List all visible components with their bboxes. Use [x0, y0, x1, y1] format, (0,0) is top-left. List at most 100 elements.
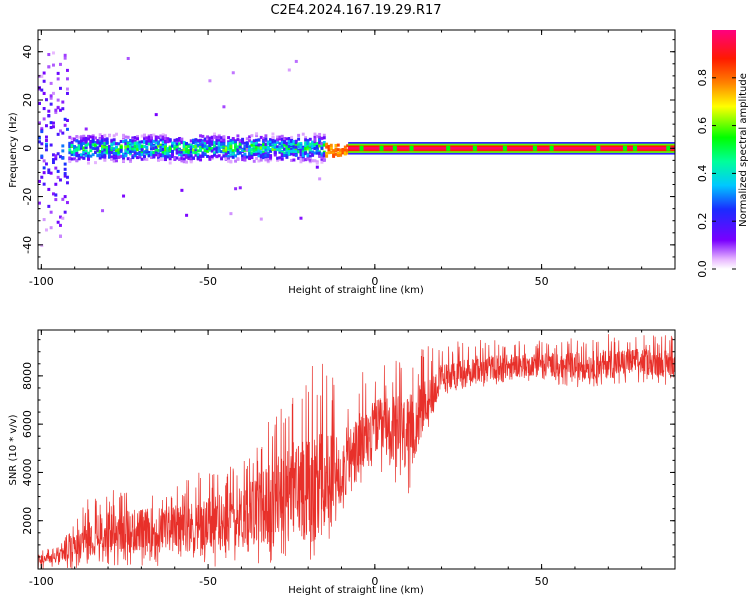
spectrogram-cell — [231, 149, 235, 153]
spectrogram-cell — [215, 148, 219, 152]
spectrogram-cell — [287, 137, 291, 141]
spectrogram-cell — [164, 147, 167, 151]
spectrogram-cell — [343, 145, 347, 149]
spectrogram-cell — [178, 157, 181, 162]
spectrogram-cell — [304, 143, 308, 147]
spectrogram-cell — [171, 141, 174, 145]
spectrogram-cell — [196, 153, 200, 157]
spectrogram-cell — [259, 150, 263, 154]
spectrogram-cell — [182, 151, 186, 155]
spectrogram-cell — [87, 151, 90, 155]
snr-y-tick-label: 2000 — [21, 507, 34, 535]
spectrogram-cell — [40, 243, 44, 248]
spectrogram-cell — [280, 150, 284, 154]
spectrogram-cell — [105, 137, 109, 141]
spectrogram-cell — [150, 147, 153, 151]
spectrogram-cell — [77, 144, 81, 148]
spectrogram-cell — [201, 140, 205, 144]
spectrogram-cell — [252, 139, 256, 143]
spectrogram-cell — [75, 139, 79, 143]
spectrogram-cell — [304, 147, 308, 151]
spectrogram-cell — [101, 135, 104, 139]
spectrogram-cell — [54, 108, 58, 112]
spectrogram-cell — [77, 135, 81, 139]
spectrogram-cell — [40, 130, 44, 134]
spectrogram-cell — [166, 149, 170, 153]
spectrogram-cell — [252, 145, 256, 149]
spectrogram-cell — [215, 155, 219, 159]
spectrogram-cell — [61, 197, 65, 201]
spectrogram-cell — [73, 153, 76, 157]
spectrogram-cell — [236, 145, 240, 149]
spectrogram-cell — [227, 159, 231, 163]
spectrogram-y-tick-label: -20 — [21, 188, 34, 206]
spectrogram-cell — [269, 158, 273, 162]
spectrogram-cell — [222, 105, 226, 109]
spectrogram-cell — [131, 139, 135, 143]
spectrogram-cell — [287, 139, 291, 143]
spectrogram-cell — [54, 166, 58, 170]
spectrogram-cell — [199, 158, 203, 162]
spectrogram-cell — [138, 140, 142, 144]
spectrogram-cell — [129, 158, 132, 162]
spectrogram-cell — [224, 150, 228, 154]
spectrogram-cell — [262, 136, 266, 140]
spectrogram-cell — [192, 148, 196, 152]
spectrogram-cell — [140, 157, 144, 161]
spectrogram-cell — [311, 152, 315, 156]
spectrogram-cell — [126, 135, 130, 139]
spectrogram-cell — [229, 159, 233, 163]
spectrogram-cell — [157, 152, 160, 156]
spectrogram-cell — [161, 133, 165, 137]
spectrogram-cell — [299, 216, 303, 220]
spectrogram-cell — [59, 178, 62, 182]
spectrogram-cell — [40, 74, 44, 78]
spectrogram-cell — [327, 147, 331, 152]
spectrogram-cell — [159, 134, 163, 138]
spectrogram-cell — [108, 153, 111, 157]
spectrogram-cell — [110, 157, 114, 161]
spectrogram-cell — [180, 137, 184, 141]
spectrogram-cell — [84, 149, 88, 153]
spectrogram-cell — [61, 100, 65, 104]
spectrogram-cell — [129, 159, 132, 163]
spectrogram-cell — [154, 148, 158, 152]
spectrogram-cell — [87, 156, 90, 160]
spectrogram-cell — [332, 153, 336, 157]
spectrogram-cell — [89, 135, 93, 139]
spectrogram-cell — [73, 151, 76, 155]
spectrogram-cell — [175, 142, 179, 146]
spectrogram-cell — [213, 141, 217, 145]
spectrogram-cell — [257, 143, 261, 147]
spectrogram-cell — [40, 154, 44, 158]
spectrogram-cell — [47, 170, 51, 174]
spectrogram-cell — [154, 139, 158, 143]
spectrogram-cell — [290, 148, 294, 152]
spectrogram-cell — [178, 150, 181, 154]
spectrogram-cell — [294, 150, 298, 154]
spectrogram-cell — [52, 158, 55, 162]
spectrogram-cell — [257, 138, 261, 142]
spectrogram-cell — [45, 98, 48, 102]
spectrogram-cell — [252, 142, 256, 146]
spectrogram-cell — [220, 136, 224, 140]
spectrogram-cell — [280, 134, 284, 138]
spectrogram-cell — [278, 150, 282, 154]
spectrogram-cell — [182, 160, 186, 164]
spectrogram-cell — [220, 150, 224, 154]
spectrogram-cell — [63, 162, 67, 166]
spectrogram-cell — [45, 162, 48, 166]
spectrogram-cell — [59, 129, 62, 133]
spectrogram-cell — [47, 204, 51, 208]
spectrogram-cell — [187, 155, 191, 159]
spectrogram-cell — [271, 132, 275, 136]
spectrogram-cell — [245, 144, 249, 148]
snr-x-tick-label: -50 — [199, 575, 217, 588]
spectrogram-cell — [217, 135, 221, 139]
spectrogram-cell — [63, 53, 67, 57]
spectrogram-cell — [115, 149, 118, 153]
spectrogram-cell — [119, 154, 123, 158]
spectrogram-cell — [138, 144, 142, 148]
spectrogram-cell — [98, 144, 102, 148]
spectrogram-cell — [278, 146, 282, 150]
